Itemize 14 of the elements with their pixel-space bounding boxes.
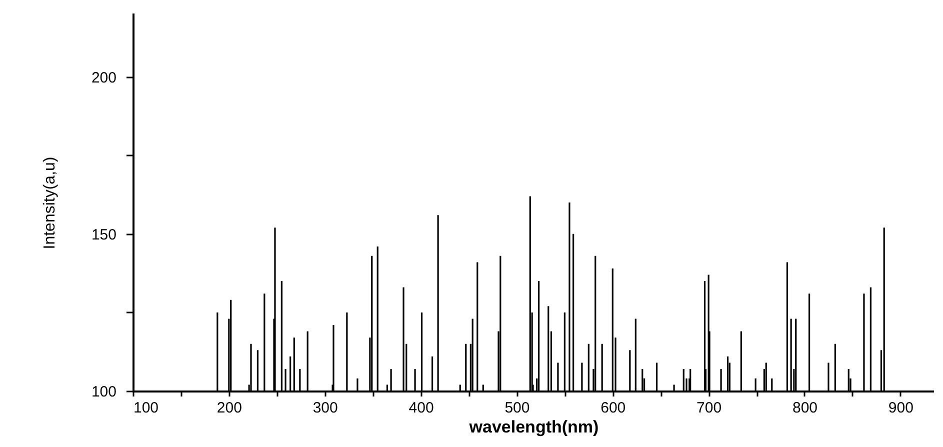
x-tick-label: 500 [504,400,530,416]
x-tick-label: 100 [134,400,159,416]
y-tick-label: 150 [91,226,116,244]
x-tick-label: 900 [888,400,914,416]
x-tick-label: 700 [696,400,722,416]
y-tick-label: 200 [91,69,116,86]
x-axis-title: wavelength(nm) [468,418,599,436]
x-tick-label: 400 [408,400,434,416]
x-tick-label: 300 [312,400,338,416]
x-tick-label: 200 [216,400,242,416]
x-tick-label: 600 [600,400,626,416]
x-tick-label: 800 [792,400,818,416]
y-axis-title: Intensity(a,u) [41,156,58,250]
y-tick-label: 100 [91,384,116,400]
